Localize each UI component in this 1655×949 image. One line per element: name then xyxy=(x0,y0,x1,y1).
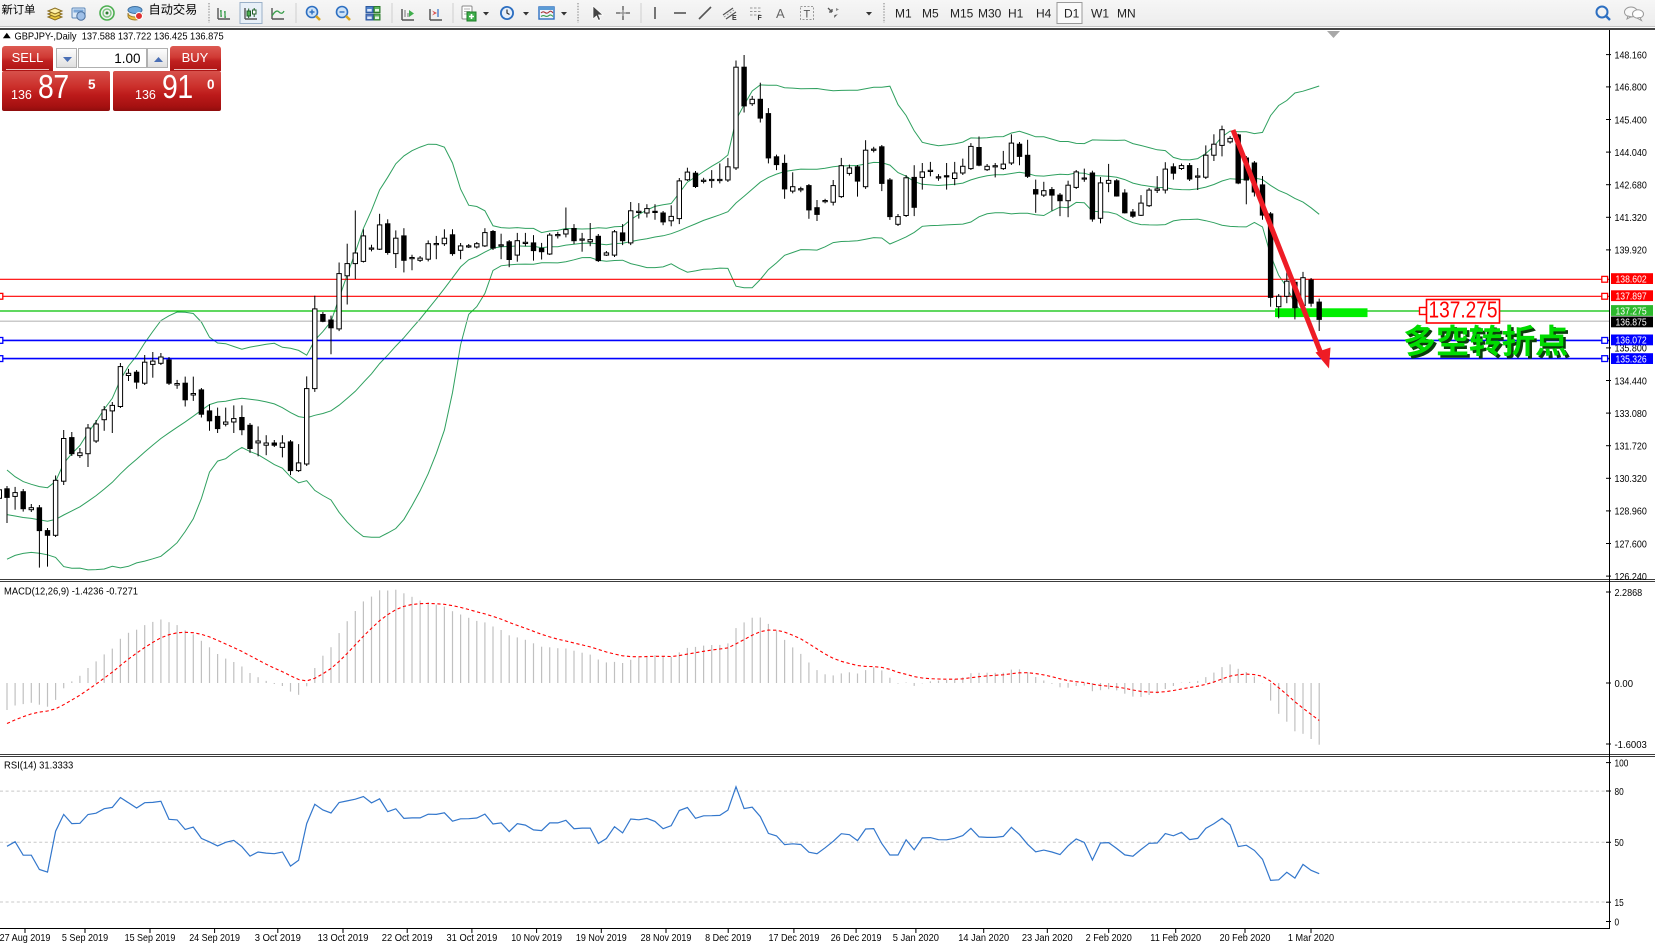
svg-text:141.320: 141.320 xyxy=(1615,212,1647,224)
svg-text:A: A xyxy=(776,6,785,21)
svg-text:28 Nov 2019: 28 Nov 2019 xyxy=(641,932,692,944)
svg-text:MN: MN xyxy=(1117,7,1136,21)
svg-text:146.800: 146.800 xyxy=(1615,82,1647,94)
svg-text:137.275: 137.275 xyxy=(1616,305,1647,317)
svg-text:0.00: 0.00 xyxy=(1615,678,1634,690)
svg-text:20 Feb 2020: 20 Feb 2020 xyxy=(1220,932,1271,944)
svg-text:24 Sep 2019: 24 Sep 2019 xyxy=(189,932,240,944)
svg-text:11 Feb 2020: 11 Feb 2020 xyxy=(1150,932,1201,944)
svg-text:T: T xyxy=(804,9,811,21)
svg-text:142.680: 142.680 xyxy=(1615,180,1647,192)
svg-text:131.720: 131.720 xyxy=(1615,441,1647,453)
svg-text:130.320: 130.320 xyxy=(1615,473,1647,485)
svg-text:3 Oct 2019: 3 Oct 2019 xyxy=(255,932,301,944)
svg-text:50: 50 xyxy=(1615,837,1624,849)
svg-text:8 Dec 2019: 8 Dec 2019 xyxy=(705,932,751,944)
svg-text:144.040: 144.040 xyxy=(1615,147,1647,159)
svg-text:5 Jan 2020: 5 Jan 2020 xyxy=(893,932,939,944)
svg-text:145.400: 145.400 xyxy=(1615,114,1647,126)
svg-text:135.800: 135.800 xyxy=(1615,343,1647,355)
svg-text:M30: M30 xyxy=(978,7,1002,21)
svg-text:23 Jan 2020: 23 Jan 2020 xyxy=(1022,932,1073,944)
svg-text:127.600: 127.600 xyxy=(1615,538,1647,550)
svg-text:148.160: 148.160 xyxy=(1615,49,1647,61)
svg-text:-1.6003: -1.6003 xyxy=(1615,739,1647,751)
svg-text:D1: D1 xyxy=(1064,7,1080,21)
svg-text:138.602: 138.602 xyxy=(1616,273,1647,285)
svg-text:26 Dec 2019: 26 Dec 2019 xyxy=(831,932,882,944)
svg-text:10 Nov 2019: 10 Nov 2019 xyxy=(511,932,562,944)
svg-text:139.920: 139.920 xyxy=(1615,245,1647,257)
svg-text:H1: H1 xyxy=(1008,7,1024,21)
svg-text:134.440: 134.440 xyxy=(1615,375,1647,387)
svg-text:14 Jan 2020: 14 Jan 2020 xyxy=(958,932,1009,944)
svg-text:2 Feb 2020: 2 Feb 2020 xyxy=(1086,932,1132,944)
svg-text:M15: M15 xyxy=(950,7,974,21)
svg-text:5 Sep 2019: 5 Sep 2019 xyxy=(62,932,108,944)
svg-text:126.240: 126.240 xyxy=(1615,571,1647,583)
svg-text:27 Aug 2019: 27 Aug 2019 xyxy=(0,932,51,944)
svg-text:133.080: 133.080 xyxy=(1615,408,1647,420)
svg-text:GBPJPY-,Daily 137.588 137.722: GBPJPY-,Daily 137.588 137.722 136.425 13… xyxy=(15,30,224,42)
svg-text:E: E xyxy=(732,15,737,22)
svg-text:RSI(14) 31.3333: RSI(14) 31.3333 xyxy=(4,760,73,772)
svg-text:17 Dec 2019: 17 Dec 2019 xyxy=(769,932,820,944)
svg-text:136.072: 136.072 xyxy=(1616,335,1647,347)
svg-text:137.897: 137.897 xyxy=(1616,291,1647,303)
svg-text:2.2868: 2.2868 xyxy=(1615,587,1643,599)
svg-text:19 Nov 2019: 19 Nov 2019 xyxy=(576,932,627,944)
svg-text:22 Oct 2019: 22 Oct 2019 xyxy=(382,932,433,944)
svg-text:31 Oct 2019: 31 Oct 2019 xyxy=(447,932,498,944)
svg-text:M1: M1 xyxy=(895,7,912,21)
svg-text:F: F xyxy=(758,15,763,22)
svg-text:M5: M5 xyxy=(922,7,939,21)
svg-text:80: 80 xyxy=(1615,786,1624,798)
svg-text:W1: W1 xyxy=(1091,7,1109,21)
svg-text:15: 15 xyxy=(1615,897,1624,909)
svg-text:135.326: 135.326 xyxy=(1616,353,1647,365)
svg-text:0: 0 xyxy=(1615,916,1620,928)
svg-text:MACD(12,26,9) -1.4236 -0.7271: MACD(12,26,9) -1.4236 -0.7271 xyxy=(4,586,138,598)
svg-text:1 Mar 2020: 1 Mar 2020 xyxy=(1288,932,1334,944)
svg-text:100: 100 xyxy=(1615,757,1629,769)
svg-text:H4: H4 xyxy=(1036,7,1052,21)
svg-text:13 Oct 2019: 13 Oct 2019 xyxy=(318,932,369,944)
svg-text:15 Sep 2019: 15 Sep 2019 xyxy=(125,932,176,944)
svg-text:128.960: 128.960 xyxy=(1615,506,1647,518)
svg-text:137.275: 137.275 xyxy=(1429,297,1498,323)
svg-text:136.875: 136.875 xyxy=(1616,317,1647,329)
